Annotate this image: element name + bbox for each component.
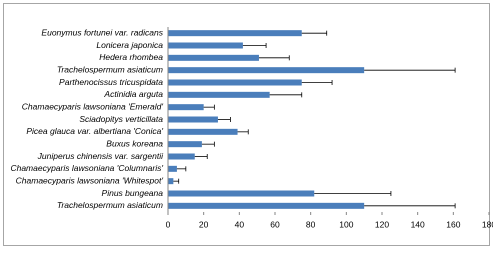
bar bbox=[168, 67, 365, 74]
x-tick-label: 20 bbox=[199, 219, 209, 229]
x-tick-label: 100 bbox=[339, 219, 353, 229]
y-tick-label: Chamaecyparis lawsoniana 'Whitespot' bbox=[16, 175, 164, 185]
error-bar bbox=[194, 154, 208, 159]
y-tick-label: Trachelospermum asiaticum bbox=[57, 200, 163, 210]
x-tick-label: 140 bbox=[411, 219, 425, 229]
error-bar bbox=[301, 80, 333, 85]
bar bbox=[168, 202, 365, 209]
y-tick-label: Sciadopitys verticillata bbox=[79, 114, 163, 124]
error-bar bbox=[237, 129, 249, 135]
error-bar bbox=[301, 30, 328, 36]
error-bar bbox=[217, 117, 231, 122]
y-tick-label: Lonicera japonica bbox=[96, 40, 163, 50]
y-tick-label: Picea glauca var. albertiana 'Conica' bbox=[26, 126, 163, 136]
y-tick-label: Trachelospermum asiaticum bbox=[57, 64, 163, 74]
y-tick-label: Parthenocissus tricuspidata bbox=[59, 77, 163, 87]
error-bar bbox=[173, 178, 180, 184]
bar bbox=[168, 30, 302, 37]
x-tick-label: 120 bbox=[375, 219, 389, 229]
error-bar bbox=[242, 43, 267, 48]
error-bar bbox=[203, 104, 215, 110]
bar bbox=[168, 153, 195, 160]
error-bar bbox=[364, 67, 456, 73]
bar bbox=[168, 141, 202, 148]
x-tick-label: 180 bbox=[482, 219, 493, 229]
bar bbox=[168, 165, 177, 172]
y-tick-label: Juniperus chinensis var. sargentii bbox=[37, 151, 164, 161]
error-bar bbox=[364, 203, 456, 209]
bar bbox=[168, 104, 204, 111]
y-tick-label: Euonymus fortunei var. radicans bbox=[41, 27, 163, 37]
y-tick-label: Chamaecyparis lawsoniana 'Emerald' bbox=[22, 101, 164, 111]
bar bbox=[168, 178, 174, 185]
y-tick-label: Chamaecyparis lawsoniana 'Columnaris' bbox=[10, 163, 163, 173]
x-tick-label: 40 bbox=[235, 219, 245, 229]
error-bar bbox=[258, 55, 290, 61]
y-tick-label: Hedera rhombea bbox=[99, 52, 163, 62]
error-bar bbox=[201, 141, 215, 147]
bar bbox=[168, 79, 302, 86]
y-tick-label: Pinus bungeana bbox=[102, 188, 164, 198]
error-bar bbox=[176, 166, 187, 172]
bar bbox=[168, 54, 259, 61]
bar bbox=[168, 42, 243, 49]
y-tick-label: Actinidia arguta bbox=[103, 89, 163, 99]
bar bbox=[168, 91, 270, 98]
bar bbox=[168, 116, 218, 123]
x-tick-label: 80 bbox=[306, 219, 316, 229]
bar bbox=[168, 128, 238, 135]
bar bbox=[168, 190, 315, 197]
x-tick-label: 60 bbox=[270, 219, 280, 229]
x-tick-label: 0 bbox=[166, 219, 171, 229]
error-bar bbox=[314, 191, 392, 196]
y-tick-label: Buxus koreana bbox=[106, 138, 163, 148]
error-bar bbox=[269, 92, 303, 98]
x-tick-label: 160 bbox=[446, 219, 460, 229]
